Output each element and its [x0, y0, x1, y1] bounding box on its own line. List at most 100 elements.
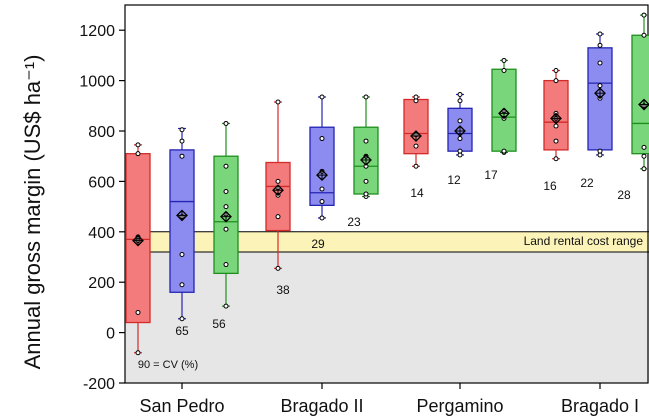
plot-frame — [124, 4, 649, 384]
data-point — [457, 136, 463, 142]
data-point — [179, 316, 185, 322]
data-point — [457, 91, 463, 97]
band-label: Land rental cost range — [524, 234, 644, 248]
data-point — [179, 282, 185, 288]
data-point — [319, 136, 325, 142]
data-point — [363, 191, 369, 197]
box-1-1 — [309, 94, 335, 221]
y-tick-label: 1000 — [79, 74, 115, 91]
cv-label: 14 — [410, 186, 424, 200]
data-point — [223, 226, 229, 232]
data-point — [597, 31, 603, 37]
data-point — [641, 153, 647, 159]
rental-cost-band — [125, 231, 649, 252]
data-point — [553, 68, 559, 74]
data-point — [597, 60, 603, 66]
data-point — [179, 251, 185, 257]
y-tick-label: 0 — [106, 326, 115, 343]
data-point — [553, 156, 559, 162]
data-point — [457, 118, 463, 124]
x-tick-label: Bragado II — [280, 396, 363, 416]
x-tick-label: San Pedro — [139, 396, 224, 416]
cv-label: 17 — [484, 168, 498, 182]
box-rect — [631, 34, 649, 155]
data-point — [179, 138, 185, 144]
cv-label: 56 — [212, 317, 226, 331]
shaded-region — [125, 251, 649, 383]
data-point — [223, 120, 229, 126]
data-point — [319, 199, 325, 205]
data-point — [223, 262, 229, 268]
data-point — [319, 94, 325, 100]
y-tick-label: 400 — [88, 225, 115, 242]
data-point — [319, 186, 325, 192]
cv-label: 22 — [580, 176, 594, 190]
cv-label: 16 — [543, 179, 557, 193]
cv-label: 29 — [311, 237, 325, 251]
box-2-2 — [491, 57, 517, 155]
cv-label: 23 — [347, 215, 361, 229]
cv-label: 65 — [175, 324, 189, 338]
data-point — [597, 83, 603, 89]
box-3-1 — [587, 31, 613, 158]
data-point — [179, 153, 185, 159]
data-point — [553, 78, 559, 84]
data-point — [501, 57, 507, 63]
box-0-0 — [125, 142, 151, 356]
box-0-2 — [213, 120, 239, 309]
box-rect — [265, 161, 291, 232]
data-point — [223, 204, 229, 210]
data-point — [363, 94, 369, 100]
data-point — [135, 142, 141, 148]
y-axis-label: Annual gross margin (US$ ha⁻¹) — [20, 55, 45, 370]
data-point — [553, 138, 559, 144]
cv-label: 38 — [276, 283, 290, 297]
data-point — [553, 123, 559, 129]
y-tick-label: 1200 — [79, 23, 115, 40]
data-point — [413, 94, 419, 100]
box-1-2 — [353, 94, 379, 200]
data-point — [363, 178, 369, 184]
data-point — [501, 68, 507, 74]
data-point — [135, 350, 141, 356]
x-tick-label: Bragado I — [561, 396, 639, 416]
box-2-1 — [447, 91, 473, 158]
data-point — [179, 127, 185, 133]
data-point — [319, 215, 325, 221]
data-point — [223, 303, 229, 309]
y-tick-label: 200 — [88, 275, 115, 292]
data-point — [597, 42, 603, 48]
data-point — [275, 265, 281, 271]
box-1-0 — [265, 99, 291, 271]
data-point — [135, 151, 141, 157]
y-tick-label: 800 — [88, 124, 115, 141]
data-point — [641, 12, 647, 18]
box-2-0 — [403, 94, 429, 169]
data-point — [413, 143, 419, 149]
data-point — [641, 166, 647, 172]
cv-label: 28 — [617, 188, 631, 202]
data-point — [457, 98, 463, 104]
data-point — [597, 148, 603, 154]
data-point — [135, 309, 141, 315]
box-3-2 — [631, 12, 649, 172]
data-point — [275, 178, 281, 184]
cv-label: 90 = CV (%) — [138, 359, 198, 371]
data-point — [413, 163, 419, 169]
cv-label: 12 — [447, 173, 461, 187]
data-point — [275, 214, 281, 220]
data-point — [223, 163, 229, 169]
data-point — [457, 148, 463, 154]
data-point — [363, 138, 369, 144]
data-point — [501, 148, 507, 154]
data-point — [641, 32, 647, 38]
y-tick-label: 600 — [88, 174, 115, 191]
y-tick-label: -200 — [83, 376, 115, 393]
data-point — [275, 99, 281, 105]
box-3-0 — [543, 68, 569, 162]
data-point — [641, 144, 647, 150]
x-tick-label: Pergamino — [416, 396, 503, 416]
box-0-1 — [169, 127, 195, 322]
data-point — [223, 188, 229, 194]
